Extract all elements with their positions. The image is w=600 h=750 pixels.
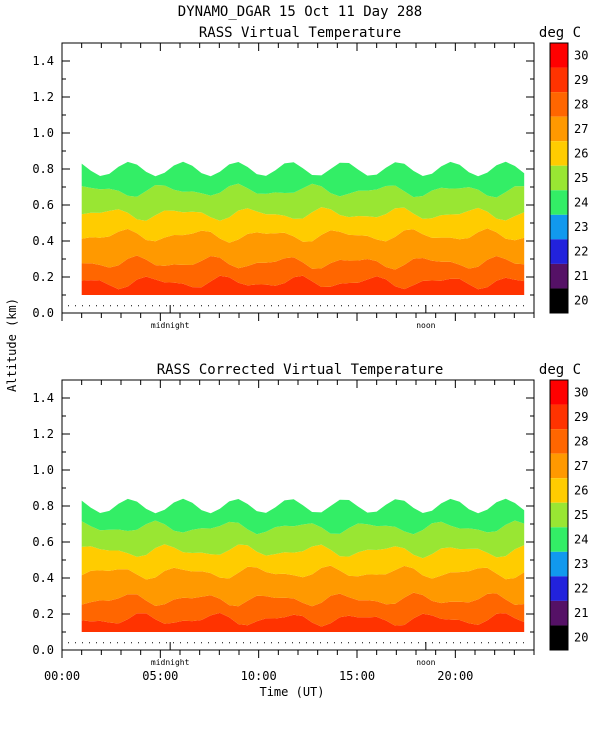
colorbar-swatch <box>550 214 568 240</box>
colorbar-swatch <box>550 239 568 264</box>
colorbar-tick-label: 26 <box>574 483 588 497</box>
colorbar-swatch <box>550 165 568 191</box>
panel-bottom-unit-label: deg C <box>539 362 581 378</box>
colorbar-tick-label: 24 <box>574 533 588 547</box>
colorbar-swatch <box>550 625 568 650</box>
colorbar-tick-label: 29 <box>574 73 588 87</box>
y-tick-label: 0.0 <box>32 306 54 320</box>
panel-top-title: RASS Virtual Temperature <box>199 25 401 41</box>
colorbar-tick-label: 30 <box>574 48 588 62</box>
colorbar-tick-label: 23 <box>574 557 588 571</box>
y-tick-label: 0.4 <box>32 234 54 248</box>
y-tick-label: 0.8 <box>32 499 54 513</box>
colorbar-swatch <box>550 380 568 405</box>
colorbar-swatch <box>550 527 568 552</box>
y-tick-label: 0.0 <box>32 643 54 657</box>
panel-bottom-title: RASS Corrected Virtual Temperature <box>157 362 444 378</box>
y-tick-label: 0.6 <box>32 198 54 212</box>
x-tick-label: 00:00 <box>44 669 80 683</box>
x-marker-label: midnight <box>151 321 190 330</box>
colorbar-tick-label: 23 <box>574 220 588 234</box>
colorbar-tick-label: 30 <box>574 385 588 399</box>
x-tick-label: 15:00 <box>339 669 375 683</box>
colorbar-swatch <box>550 67 568 93</box>
colorbar-tick-label: 25 <box>574 171 588 185</box>
colorbar-tick-label: 21 <box>574 269 588 283</box>
temperature-band <box>81 228 525 270</box>
x-tick-label: 10:00 <box>241 669 277 683</box>
temperature-band <box>81 520 525 559</box>
temperature-band <box>81 207 525 243</box>
x-tick-label: 20:00 <box>437 669 473 683</box>
y-axis-label: Altitude (km) <box>5 298 19 392</box>
colorbar-swatch <box>550 502 568 528</box>
y-tick-label: 1.4 <box>32 391 54 405</box>
y-tick-label: 1.2 <box>32 90 54 104</box>
colorbar-swatch <box>550 116 568 142</box>
panel-bottom: RASS Corrected Virtual Temperature deg C… <box>32 362 588 683</box>
colorbar-swatch <box>550 288 568 313</box>
panel-top: RASS Virtual Temperature deg C 0.0 0.2 0.4… <box>32 25 588 330</box>
y-tick-label: 0.4 <box>32 571 54 585</box>
colorbar-swatch <box>550 404 568 430</box>
colorbar-tick-label: 28 <box>574 97 588 111</box>
temperature-band <box>81 183 525 221</box>
x-marker-label: noon <box>416 321 435 330</box>
x-axis-label: Time (UT) <box>259 685 324 699</box>
temperature-band <box>81 592 525 627</box>
colorbar-tick-label: 28 <box>574 434 588 448</box>
colorbar-tick-label: 24 <box>574 196 588 210</box>
y-tick-label: 1.2 <box>32 427 54 441</box>
y-tick-label: 0.6 <box>32 535 54 549</box>
temperature-band <box>81 161 525 198</box>
y-tick-label: 1.0 <box>32 126 54 140</box>
colorbar-tick-label: 22 <box>574 245 588 259</box>
y-tick-label: 0.8 <box>32 162 54 176</box>
colorbar-swatch <box>550 551 568 577</box>
colorbar-tick-label: 27 <box>574 122 588 136</box>
colorbar-tick-label: 27 <box>574 459 588 473</box>
temperature-band <box>81 565 525 607</box>
y-tick-label: 1.4 <box>32 54 54 68</box>
colorbar-swatch <box>550 43 568 68</box>
y-tick-label: 0.2 <box>32 270 54 284</box>
colorbar-tick-label: 21 <box>574 606 588 620</box>
x-marker-label: noon <box>416 658 435 667</box>
temperature-band <box>81 275 525 295</box>
colorbar-swatch <box>550 92 568 117</box>
colorbar-tick-label: 26 <box>574 146 588 160</box>
colorbar-swatch <box>550 478 568 503</box>
panel-top-unit-label: deg C <box>539 25 581 41</box>
colorbar-swatch <box>550 190 568 215</box>
colorbar-tick-label: 20 <box>574 294 588 308</box>
colorbar-swatch <box>550 453 568 479</box>
temperature-band <box>81 544 525 580</box>
colorbar-tick-label: 29 <box>574 410 588 424</box>
y-tick-label: 0.2 <box>32 607 54 621</box>
colorbar-frame <box>549 42 569 314</box>
colorbar-swatch <box>550 429 568 454</box>
temperature-band <box>81 498 525 535</box>
temperature-band <box>81 255 525 290</box>
figure-title: DYNAMO_DGAR 15 Oct 11 Day 288 <box>178 4 422 20</box>
y-tick-label: 1.0 <box>32 463 54 477</box>
colorbar-swatch <box>550 600 568 626</box>
colorbar-swatch <box>550 576 568 601</box>
colorbar-tick-label: 20 <box>574 631 588 645</box>
colorbar-tick-label: 22 <box>574 582 588 596</box>
colorbar-tick-label: 25 <box>574 508 588 522</box>
x-tick-label: 05:00 <box>142 669 178 683</box>
colorbar-frame <box>549 379 569 651</box>
colorbar-swatch <box>550 263 568 289</box>
temperature-band <box>81 612 525 632</box>
colorbar-swatch <box>550 141 568 166</box>
x-marker-label: midnight <box>151 658 190 667</box>
